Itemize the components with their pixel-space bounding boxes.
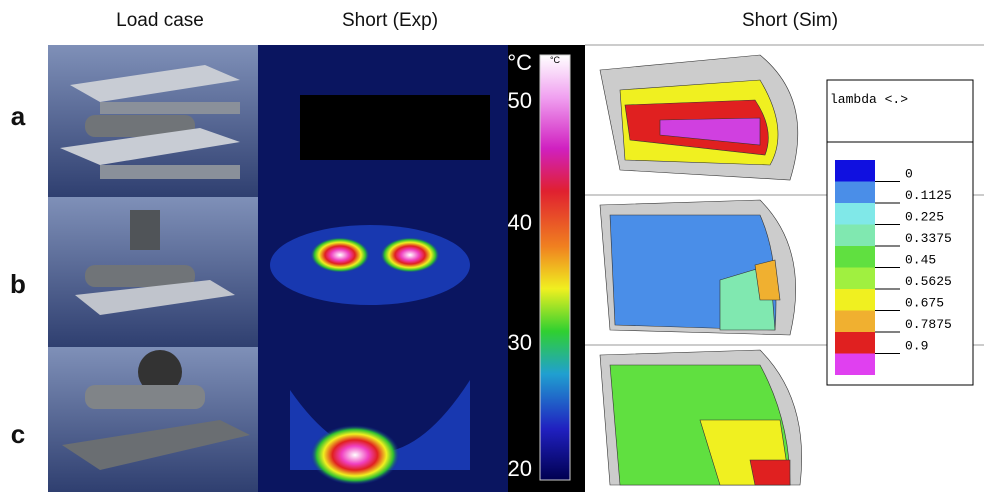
- legend-swatch: [835, 246, 875, 268]
- column-header: Short (Exp): [342, 10, 438, 31]
- column-header: Short (Sim): [742, 10, 838, 31]
- legend-label: 0.3375: [905, 231, 952, 246]
- legend-label: 0.5625: [905, 274, 952, 289]
- legend-swatch: [835, 354, 875, 376]
- thermal-colorbar: [540, 55, 570, 480]
- legend-swatch: [835, 203, 875, 225]
- thermal-images: [258, 45, 508, 492]
- legend-title: lambda <.>: [830, 92, 908, 107]
- figure: Load case Short (Exp) Short (Sim) a b c …: [0, 0, 984, 492]
- legend-label: 0.675: [905, 296, 944, 311]
- legend-swatch: [835, 332, 875, 354]
- legend-label: 0.45: [905, 253, 936, 268]
- scale-unit: °C: [507, 50, 532, 75]
- row-label: c: [11, 419, 25, 449]
- scale-tick: 30: [508, 330, 532, 355]
- legend-swatch: [835, 225, 875, 247]
- row-label: a: [11, 101, 26, 131]
- legend-swatch: [835, 160, 875, 182]
- legend-label: 0.7875: [905, 317, 952, 332]
- scale-tick: 20: [508, 456, 532, 481]
- legend-swatch: [835, 182, 875, 204]
- legend-swatch: [835, 289, 875, 311]
- scale-tick: 40: [508, 210, 532, 235]
- legend-label: 0: [905, 167, 913, 182]
- legend-label: 0.1125: [905, 188, 952, 203]
- load-case-images: [48, 45, 258, 492]
- column-header: Load case: [116, 10, 204, 31]
- row-label: b: [10, 269, 26, 299]
- legend-swatch: [835, 311, 875, 333]
- legend-label: 0.9: [905, 339, 928, 354]
- legend-swatch: [835, 268, 875, 290]
- colorbar-unit: °C: [550, 55, 561, 65]
- scale-tick: 50: [508, 88, 532, 113]
- legend-label: 0.225: [905, 210, 944, 225]
- sim-legend: lambda <.> 0 0.1125 0.225 0.3375 0.45 0.5625 0…: [827, 80, 973, 385]
